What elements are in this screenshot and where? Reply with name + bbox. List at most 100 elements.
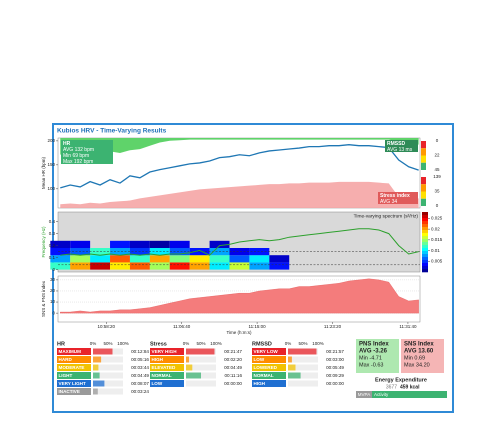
zone-label-box	[252, 364, 286, 371]
x-tick-label: 11:23:20	[324, 324, 342, 329]
table-header: 50%	[298, 341, 307, 346]
spectrum-cell	[149, 262, 170, 270]
spectrum-cell	[129, 240, 150, 248]
table-header: 0%	[183, 341, 190, 346]
legend-name: Stress index	[380, 193, 410, 199]
zone-time: 00:04:49	[224, 365, 242, 370]
zone-bar	[93, 388, 98, 395]
zone-label: LOW	[152, 381, 163, 386]
zone-label: HIGH	[152, 357, 164, 362]
legend-box	[378, 192, 418, 204]
table-header: RMSSD	[252, 341, 272, 347]
zone-label-box	[57, 348, 91, 355]
zone-label-box	[252, 356, 286, 363]
resp-line	[60, 228, 419, 256]
x-tick-label: 11:15:00	[249, 324, 267, 329]
zone-bar-bg	[93, 380, 123, 387]
colorbar-segment	[422, 263, 428, 267]
legend-stat: AVG 34	[380, 199, 397, 205]
colorbar-segment	[422, 251, 428, 255]
zone-bar	[186, 348, 215, 355]
x-tick-label: 10:58:20	[98, 324, 116, 329]
zone-label: HIGH	[254, 381, 266, 386]
zone-bar	[186, 372, 201, 379]
legend-stat: AVG 13 ms	[387, 147, 413, 153]
zone-scale	[421, 184, 426, 192]
activity-bar-label: Activity	[374, 392, 389, 397]
zone-bar	[93, 356, 102, 363]
report-title: Kubios HRV - Time-Varying Results	[57, 128, 167, 135]
zone-scale-label: 0	[436, 138, 439, 143]
zone-label: LOWERED	[254, 365, 278, 370]
y-tick-label: 100	[47, 186, 55, 191]
zone-label: HARD	[59, 357, 73, 362]
zone-label: NORMAL	[152, 373, 172, 378]
zone-bar-bg	[288, 372, 318, 379]
spectrum-cell	[249, 255, 270, 263]
rmssd-area	[60, 138, 419, 156]
spectrum-title: Time-varying spectrum (s²/Hz)	[354, 213, 419, 219]
zone-label-box	[252, 380, 286, 387]
zone-scale-label: 35	[434, 189, 440, 194]
zone-label: ELEVATED	[152, 365, 177, 370]
y-tick-label: 0.1	[49, 255, 56, 260]
zone-time: 00:04:49	[131, 373, 149, 378]
spectrum-cell	[110, 262, 130, 270]
spectrum-cell	[149, 255, 170, 263]
zone-label-box	[150, 372, 184, 379]
spectrum-cell	[50, 248, 71, 256]
colorbar-segment	[422, 245, 428, 249]
y-tick-label: 0	[52, 267, 55, 272]
zone-time: 00:03:44	[131, 365, 149, 370]
spectrum-cell	[229, 262, 250, 270]
zone-label-box	[57, 356, 91, 363]
zone-bar	[93, 364, 99, 371]
spectrum-cell	[110, 248, 130, 256]
zone-bar	[288, 356, 292, 363]
zone-scale	[421, 177, 426, 185]
spectrum-cell	[209, 255, 230, 263]
index-line: Min 0.69	[404, 355, 425, 361]
activity-badge-label: MVPA	[358, 392, 370, 397]
colorbar-segment	[422, 236, 428, 240]
zone-time: 00:12:84	[131, 349, 149, 354]
spectrum-cell	[169, 255, 190, 263]
index-line: Max -0.63	[359, 362, 383, 368]
spectrum-cell	[50, 262, 71, 270]
zone-bar-bg	[288, 364, 318, 371]
zone-bar	[186, 356, 189, 363]
spectrum-cell	[90, 262, 111, 270]
zone-time: 00:21:47	[224, 349, 242, 354]
spectrum-cell	[129, 262, 150, 270]
legend-stat: AVG 132 bpm	[63, 147, 94, 153]
y-tick-label: 0.4	[49, 219, 56, 224]
spectrum-cell	[169, 262, 190, 270]
zone-bar	[93, 372, 100, 379]
energy-kj: 3677	[386, 384, 397, 390]
colorbar-segment	[422, 257, 428, 261]
colorbar-segment	[422, 212, 428, 216]
zone-label: INACTIVE	[59, 389, 80, 394]
zone-time: 00:03:00	[326, 357, 344, 362]
index-box	[356, 339, 399, 373]
y-tick-label: 0.3	[49, 231, 56, 236]
spectrum-cell	[189, 255, 210, 263]
spectrum-cell	[209, 240, 230, 248]
zone-bar	[288, 372, 301, 379]
zone-label: LOW	[254, 357, 265, 362]
energy-title: Energy Expenditure	[375, 377, 427, 383]
zone-label-box	[150, 364, 184, 371]
spectrum-cell	[110, 255, 130, 263]
zone-scale	[421, 141, 426, 149]
spectrum-cell	[229, 255, 250, 263]
zone-label: MAXIMUM	[59, 349, 82, 354]
zone-label: MODERATE	[59, 365, 85, 370]
zone-time: 00:05:16	[131, 357, 149, 362]
y-axis-label: Frequency (Hz)	[41, 226, 46, 258]
x-tick-label: 11:06:40	[173, 324, 191, 329]
zone-bar-bg	[186, 380, 216, 387]
zone-bar-bg	[93, 364, 123, 371]
y-tick-label: 0.2	[49, 243, 56, 248]
colorbar-label: 0.005	[431, 258, 443, 263]
zone-time: 00:11:16	[224, 373, 242, 378]
